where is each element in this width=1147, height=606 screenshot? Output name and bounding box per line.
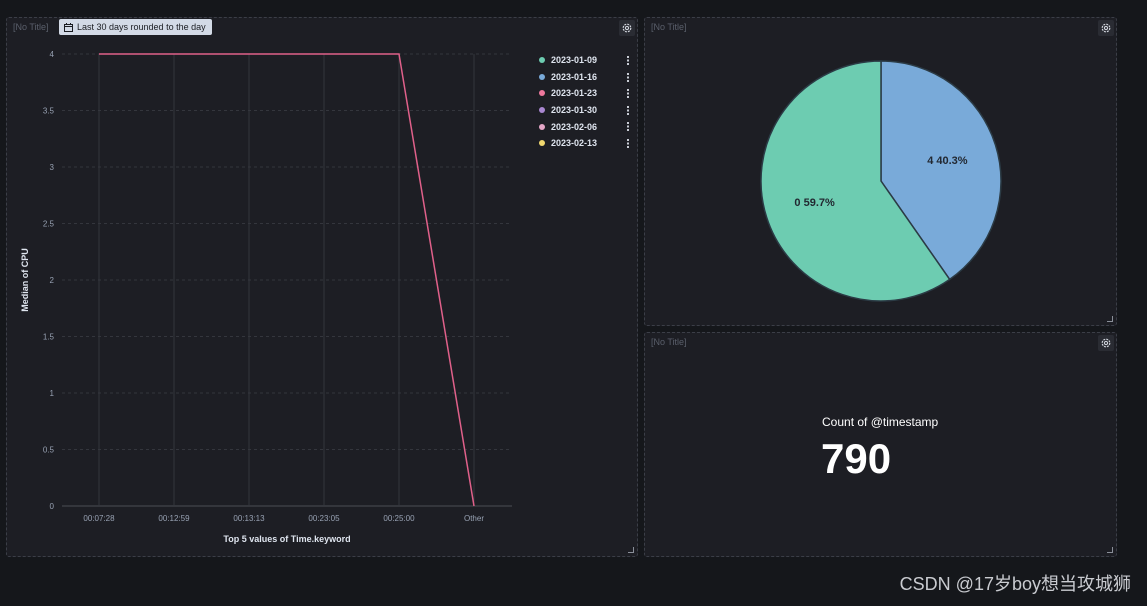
resize-handle[interactable]	[1107, 316, 1113, 322]
calendar-icon	[64, 22, 73, 32]
chart-legend: 2023-01-09 2023-01-16 2023-01-23 2023-01-30…	[539, 52, 629, 152]
legend-more-icon[interactable]	[627, 105, 629, 115]
panel-settings-button[interactable]	[1098, 20, 1114, 36]
panel-title: [No Title]	[651, 337, 687, 347]
panel-title: [No Title]	[13, 22, 49, 32]
panel-title: [No Title]	[651, 22, 687, 32]
legend-item[interactable]: 2023-01-09	[539, 52, 629, 69]
legend-swatch	[539, 90, 545, 97]
legend-more-icon[interactable]	[627, 56, 629, 65]
metric-value: 790	[821, 435, 892, 482]
metric-label: Count of @timestamp	[822, 415, 939, 429]
legend-swatch	[539, 107, 545, 114]
legend-more-icon[interactable]	[627, 89, 629, 99]
legend-label: 2023-01-16	[551, 71, 598, 82]
y-tick-label: 2	[50, 276, 55, 285]
legend-label: 2023-01-30	[551, 105, 598, 116]
legend-swatch	[539, 73, 545, 80]
pie-chart-panel: [No Title] 4 40.3% 0 59.7%	[644, 17, 1117, 326]
x-axis-label: Top 5 values of Time.keyword	[223, 534, 350, 544]
resize-handle[interactable]	[1107, 547, 1113, 553]
pie-slice-label: 0 59.7%	[794, 197, 835, 209]
gear-icon	[622, 23, 632, 33]
legend-swatch	[539, 140, 545, 147]
time-range-label: Last 30 days rounded to the day	[77, 22, 206, 32]
legend-label: 2023-01-09	[551, 55, 598, 66]
legend-swatch	[539, 123, 545, 130]
pie-slice[interactable]	[760, 60, 951, 302]
legend-item[interactable]: 2023-01-23	[539, 85, 629, 102]
y-tick-label: 3.5	[43, 107, 55, 116]
pie-slice-label: 4 40.3%	[927, 155, 968, 167]
legend-more-icon[interactable]	[627, 122, 629, 132]
panel-settings-button[interactable]	[1098, 335, 1114, 351]
series-line[interactable]	[99, 53, 475, 507]
legend-swatch	[539, 57, 545, 64]
gear-icon	[1101, 338, 1111, 348]
metric-panel: [No Title] Count of @timestamp 790	[644, 332, 1117, 557]
panel-settings-button[interactable]	[619, 20, 635, 36]
pie-slice[interactable]	[880, 60, 1002, 281]
time-range-badge[interactable]: Last 30 days rounded to the day	[59, 19, 212, 35]
line-chart-panel: [No Title] Last 30 days rounded to the d…	[6, 17, 638, 557]
y-tick-label: 1	[50, 389, 55, 398]
legend-more-icon[interactable]	[627, 72, 629, 82]
legend-label: 2023-02-13	[551, 138, 598, 149]
gear-icon	[1101, 23, 1111, 33]
x-tick-label: 00:23:05	[308, 514, 340, 523]
legend-item[interactable]: 2023-01-30	[539, 102, 629, 119]
x-tick-label: 00:13:13	[233, 514, 265, 523]
resize-handle[interactable]	[628, 547, 634, 553]
y-tick-label: 1.5	[43, 333, 55, 342]
legend-label: 2023-01-23	[551, 88, 598, 99]
pie-chart: 4 40.3% 0 59.7%	[760, 60, 1002, 302]
x-tick-label: 00:12:59	[158, 514, 190, 523]
legend-more-icon[interactable]	[627, 138, 629, 148]
y-axis-label: Median of CPU	[20, 248, 30, 312]
y-tick-label: 3	[50, 163, 55, 172]
legend-item[interactable]: 2023-02-06	[539, 118, 629, 135]
legend-label: 2023-02-06	[551, 121, 598, 132]
legend-item[interactable]: 2023-01-16	[539, 69, 629, 86]
y-tick-label: 2.5	[43, 220, 55, 229]
line-chart: 0 0.5 1 1.5 2 2.5 3 3.5 4 00:07:28 00:12:59 00:13:…	[20, 50, 512, 544]
watermark: CSDN @17岁boy想当攻城狮	[899, 574, 1131, 594]
y-tick-label: 4	[50, 50, 55, 59]
y-tick-label: 0	[50, 502, 55, 511]
x-tick-label: 00:25:00	[383, 514, 415, 523]
x-tick-label: 00:07:28	[83, 514, 115, 523]
legend-item[interactable]: 2023-02-13	[539, 135, 629, 152]
x-tick-label: Other	[464, 514, 484, 523]
y-tick-label: 0.5	[43, 446, 55, 455]
